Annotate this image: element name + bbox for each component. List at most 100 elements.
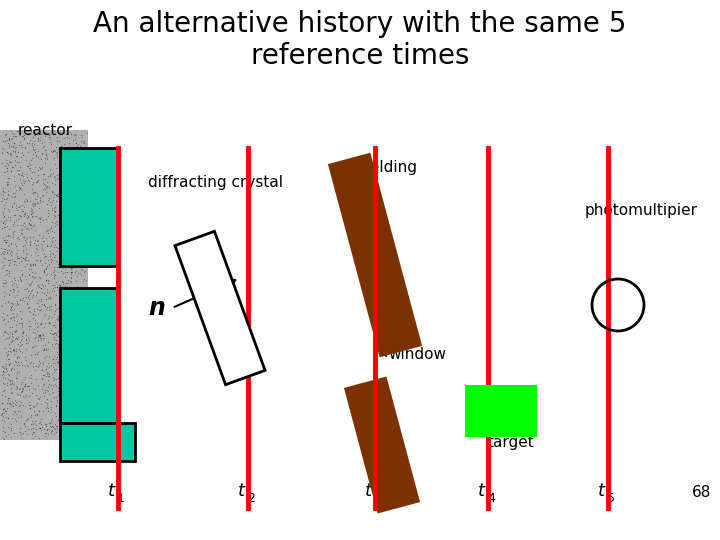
Point — [78, 383, 90, 391]
Point — [27, 309, 39, 318]
Point — [55, 344, 67, 353]
Point — [27, 188, 39, 197]
Point — [0, 300, 7, 309]
Point — [34, 357, 45, 366]
Point — [25, 351, 37, 360]
Point — [78, 316, 90, 325]
Point — [36, 260, 48, 269]
Point — [71, 381, 82, 389]
Point — [73, 140, 84, 149]
Point — [40, 183, 51, 192]
Point — [27, 314, 39, 322]
Point — [60, 327, 71, 335]
Point — [64, 412, 76, 421]
Point — [19, 210, 30, 219]
Point — [30, 349, 41, 358]
Point — [48, 363, 59, 372]
Point — [22, 414, 34, 422]
Point — [32, 310, 43, 319]
Point — [64, 375, 76, 383]
Point — [78, 343, 89, 352]
Point — [34, 257, 45, 266]
Point — [45, 397, 57, 406]
Point — [63, 314, 75, 323]
Point — [27, 222, 38, 231]
Point — [80, 151, 91, 159]
Point — [80, 207, 91, 215]
Point — [26, 272, 37, 281]
Point — [17, 334, 28, 343]
Point — [0, 204, 10, 213]
Point — [70, 255, 81, 264]
Point — [67, 203, 78, 212]
Point — [80, 263, 91, 272]
Point — [12, 354, 23, 363]
Point — [33, 330, 45, 339]
Point — [31, 399, 42, 407]
Point — [59, 273, 71, 281]
Point — [27, 383, 39, 392]
Point — [69, 130, 81, 138]
Point — [48, 146, 60, 154]
Point — [41, 402, 53, 411]
Polygon shape — [344, 376, 420, 514]
Point — [35, 215, 46, 224]
Point — [46, 280, 58, 289]
Point — [7, 143, 19, 151]
Point — [10, 321, 22, 329]
Point — [40, 128, 51, 137]
Point — [23, 385, 35, 394]
Point — [45, 201, 57, 210]
Point — [30, 195, 42, 204]
Point — [9, 147, 20, 156]
Point — [0, 380, 10, 388]
Point — [64, 386, 76, 394]
Point — [4, 256, 15, 265]
Point — [0, 144, 8, 152]
Point — [9, 327, 21, 336]
Point — [73, 210, 85, 218]
Point — [48, 430, 60, 438]
Point — [34, 320, 45, 328]
Point — [58, 395, 70, 403]
Point — [9, 315, 20, 324]
Point — [60, 292, 72, 300]
Point — [66, 209, 77, 218]
Point — [1, 147, 12, 156]
Point — [11, 416, 22, 425]
Point — [12, 170, 23, 179]
Point — [71, 204, 82, 212]
Point — [64, 148, 76, 157]
Point — [44, 247, 55, 255]
Point — [30, 332, 42, 341]
Point — [48, 147, 59, 156]
Point — [77, 417, 89, 426]
Point — [66, 265, 77, 274]
Point — [37, 364, 48, 373]
Point — [60, 245, 71, 254]
Point — [52, 332, 63, 341]
Point — [68, 220, 79, 228]
Point — [13, 186, 24, 194]
Point — [60, 187, 71, 195]
Point — [41, 178, 53, 187]
Point — [24, 221, 36, 230]
Point — [16, 380, 27, 389]
Point — [10, 215, 22, 224]
Point — [1, 347, 12, 356]
Point — [6, 281, 18, 289]
Point — [66, 248, 77, 257]
Point — [0, 137, 9, 146]
Point — [9, 415, 20, 424]
Text: diffracting crystal: diffracting crystal — [148, 175, 283, 190]
Point — [14, 174, 25, 183]
Point — [40, 345, 52, 353]
Point — [9, 286, 20, 294]
Point — [1, 334, 13, 342]
Point — [17, 176, 29, 185]
Point — [36, 375, 48, 384]
Point — [0, 431, 12, 440]
Point — [34, 407, 45, 416]
Point — [70, 429, 81, 437]
Point — [43, 352, 55, 361]
